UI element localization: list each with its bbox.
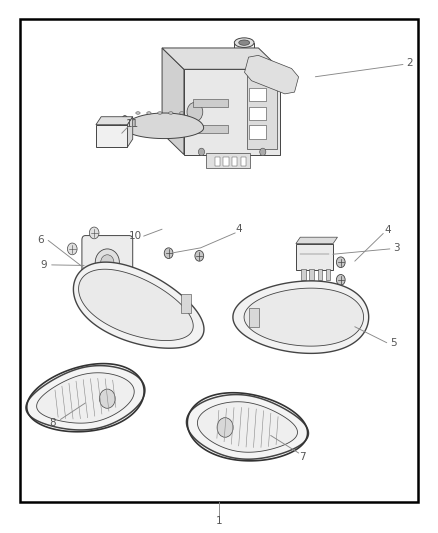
- Polygon shape: [125, 113, 204, 139]
- Circle shape: [198, 148, 205, 156]
- Text: 4: 4: [384, 225, 391, 235]
- Text: 2: 2: [406, 58, 413, 68]
- Text: 3: 3: [393, 244, 400, 253]
- Circle shape: [115, 290, 121, 298]
- Circle shape: [336, 257, 345, 268]
- Ellipse shape: [234, 38, 254, 47]
- Bar: [96, 125, 127, 147]
- Bar: [181, 294, 191, 313]
- Text: 8: 8: [49, 418, 56, 427]
- Bar: [85, 284, 129, 297]
- Circle shape: [260, 148, 266, 156]
- Ellipse shape: [95, 249, 119, 276]
- Text: 9: 9: [40, 260, 47, 270]
- Ellipse shape: [239, 40, 250, 45]
- FancyBboxPatch shape: [82, 236, 133, 289]
- Bar: [326, 269, 330, 280]
- Polygon shape: [127, 117, 133, 147]
- Circle shape: [89, 227, 99, 239]
- Ellipse shape: [147, 112, 151, 115]
- Ellipse shape: [169, 112, 173, 115]
- Polygon shape: [78, 269, 193, 341]
- Bar: [309, 269, 314, 280]
- Polygon shape: [96, 117, 133, 125]
- Circle shape: [336, 274, 345, 285]
- Circle shape: [67, 243, 77, 255]
- Circle shape: [217, 418, 233, 437]
- Text: 11: 11: [126, 119, 139, 128]
- Bar: [301, 269, 305, 280]
- Bar: [215, 157, 220, 166]
- Ellipse shape: [136, 112, 140, 115]
- Circle shape: [195, 251, 204, 261]
- Polygon shape: [187, 394, 308, 459]
- Polygon shape: [162, 48, 184, 155]
- Ellipse shape: [120, 116, 130, 140]
- Bar: [318, 269, 322, 280]
- Bar: [249, 88, 266, 101]
- Polygon shape: [233, 281, 369, 353]
- Polygon shape: [198, 402, 297, 452]
- Bar: [223, 157, 229, 166]
- Text: 6: 6: [37, 235, 44, 245]
- Text: 5: 5: [390, 338, 397, 348]
- Bar: [234, 43, 254, 77]
- Ellipse shape: [180, 112, 184, 115]
- Polygon shape: [162, 48, 280, 69]
- Text: 4: 4: [235, 224, 242, 234]
- Bar: [232, 157, 237, 166]
- Bar: [247, 75, 277, 149]
- Bar: [193, 99, 228, 107]
- Bar: [296, 244, 333, 270]
- Circle shape: [99, 389, 115, 408]
- Polygon shape: [26, 366, 145, 430]
- Ellipse shape: [158, 112, 162, 115]
- Bar: [249, 107, 266, 120]
- Polygon shape: [37, 373, 134, 423]
- Circle shape: [164, 248, 173, 259]
- Text: 1: 1: [215, 516, 223, 526]
- Bar: [249, 308, 259, 327]
- Bar: [206, 153, 250, 168]
- Polygon shape: [244, 288, 364, 346]
- Circle shape: [93, 290, 99, 298]
- Polygon shape: [244, 55, 299, 94]
- Text: 7: 7: [299, 452, 306, 462]
- Bar: [193, 125, 228, 133]
- Text: 10: 10: [129, 231, 142, 241]
- Polygon shape: [74, 262, 204, 348]
- Circle shape: [187, 102, 203, 122]
- Bar: [249, 125, 266, 139]
- Ellipse shape: [101, 255, 114, 270]
- Bar: [184, 69, 280, 155]
- Polygon shape: [296, 237, 337, 244]
- Bar: [241, 157, 246, 166]
